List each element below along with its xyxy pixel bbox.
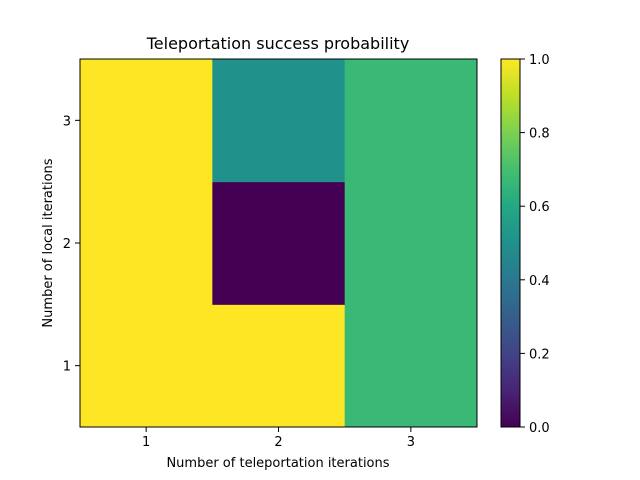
heatmap-cell-x3-y1 (344, 304, 478, 428)
y-tick-label: 3 (63, 114, 71, 129)
colorbar-tick-label: 0.6 (529, 200, 550, 215)
x-axis: 1 2 3 (142, 427, 415, 450)
colorbar-axis: 0.0 0.2 0.4 0.6 0.8 1.0 (520, 53, 550, 436)
colorbar (500, 58, 521, 428)
heatmap-cell-x1-y3 (80, 59, 213, 183)
colorbar-tick-label: 1.0 (529, 53, 550, 68)
y-tick-label: 2 (63, 237, 71, 252)
colorbar-tick-label: 0.8 (529, 127, 550, 142)
chart-title: Teleportation success probability (146, 34, 410, 53)
x-tick-label: 3 (407, 435, 415, 450)
heatmap-cell-x1-y1 (80, 304, 213, 428)
colorbar-tick-label: 0.2 (529, 347, 550, 362)
x-tick-label: 2 (274, 435, 282, 450)
heatmap-cell-x3-y3 (344, 59, 478, 183)
heatmap-cells (80, 59, 478, 428)
colorbar-tick-label: 0.0 (529, 421, 550, 436)
y-tick-label: 1 (63, 360, 71, 375)
x-tick-label: 1 (142, 435, 150, 450)
x-axis-label: Number of teleportation iterations (166, 456, 389, 471)
y-axis-label: Number of local iterations (41, 158, 56, 327)
colorbar-tick-label: 0.4 (529, 274, 550, 289)
heatmap-cell-x1-y2 (80, 181, 213, 305)
heatmap-cell-x2-y1 (212, 304, 346, 428)
y-axis: 1 2 3 (63, 114, 80, 375)
heatmap-cell-x3-y2 (344, 181, 478, 305)
heatmap-cell-x2-y3 (212, 59, 346, 183)
heatmap-cell-x2-y2 (212, 181, 346, 305)
